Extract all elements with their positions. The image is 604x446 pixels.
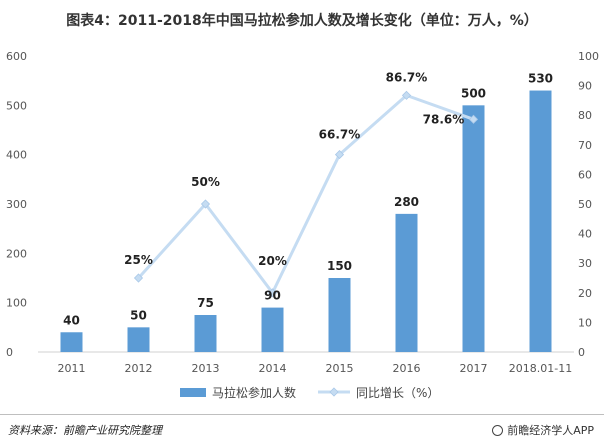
growth-value-label: 66.7% [319, 128, 361, 142]
right-tick-label: 30 [578, 257, 592, 270]
bar-value-label: 530 [528, 72, 553, 86]
bar [127, 327, 150, 352]
bars [60, 90, 552, 353]
legend-bar-label: 马拉松参加人数 [212, 385, 296, 400]
x-tick-label: 2015 [326, 362, 354, 375]
bar [395, 213, 418, 352]
x-tick-label: 2011 [58, 362, 86, 375]
bar-value-label: 40 [63, 313, 80, 327]
right-tick-label: 50 [578, 198, 592, 211]
x-tick-label: 2018.01-11 [509, 362, 572, 375]
right-tick-label: 90 [578, 80, 592, 93]
bar [60, 332, 83, 352]
source-note: 资料来源：前瞻产业研究院整理 [8, 424, 162, 437]
right-axis: 0 10 20 30 40 50 60 70 80 90 100 [578, 50, 599, 359]
growth-point [133, 273, 144, 283]
chart-title: 图表4：2011-2018年中国马拉松参加人数及增长变化（单位：万人，%） [66, 13, 538, 29]
credit: 前瞻经济学人APP [492, 422, 594, 438]
bar-value-label: 500 [461, 86, 486, 100]
copyright-icon [492, 424, 504, 436]
left-tick-label: 600 [6, 50, 27, 63]
growth-point [468, 114, 479, 124]
growth-line [133, 90, 479, 298]
left-tick-label: 300 [6, 198, 27, 211]
right-tick-label: 80 [578, 109, 592, 122]
bar-value-label: 90 [264, 289, 281, 303]
x-tick-label: 2012 [125, 362, 153, 375]
legend-bar-swatch [180, 388, 206, 397]
x-tick-label: 2016 [393, 362, 421, 375]
growth-point [200, 199, 211, 209]
bar [261, 307, 284, 352]
bar [529, 90, 552, 353]
right-tick-label: 70 [578, 139, 592, 152]
x-tick-label: 2013 [192, 362, 220, 375]
growth-value-label: 86.7% [386, 70, 428, 84]
bar-labels: 40 50 75 90 150 280 500 530 [63, 72, 553, 328]
growth-value-label: 20% [258, 254, 287, 268]
x-tick-label: 2017 [460, 362, 488, 375]
growth-point [267, 288, 278, 298]
bar-value-label: 75 [197, 296, 214, 310]
bar-value-label: 50 [130, 308, 147, 322]
left-tick-label: 400 [6, 149, 27, 162]
left-axis: 0 100 200 300 400 500 600 [6, 50, 27, 359]
growth-value-label: 78.6% [423, 112, 465, 126]
growth-line-path [137, 93, 475, 295]
bar [194, 315, 217, 352]
right-tick-label: 0 [578, 346, 585, 359]
x-axis: 2011 2012 2013 2014 2015 2016 2017 2018.01-11 [58, 362, 573, 375]
legend: 马拉松参加人数 同比增长（%） [180, 385, 439, 400]
growth-point [401, 90, 412, 100]
right-tick-label: 20 [578, 287, 592, 300]
legend-line-label: 同比增长（%） [356, 386, 439, 400]
right-tick-label: 10 [578, 316, 592, 329]
left-tick-label: 100 [6, 297, 27, 310]
right-tick-label: 100 [578, 50, 599, 63]
left-tick-label: 200 [6, 247, 27, 260]
bar-value-label: 280 [394, 195, 419, 209]
left-tick-label: 0 [6, 346, 13, 359]
footer-divider [0, 414, 604, 415]
right-tick-label: 40 [578, 228, 592, 241]
growth-value-label: 50% [191, 175, 220, 189]
x-tick-label: 2014 [259, 362, 287, 375]
right-tick-label: 60 [578, 168, 592, 181]
growth-value-label: 25% [124, 253, 153, 267]
bar-value-label: 150 [327, 259, 352, 273]
growth-point [334, 150, 345, 160]
legend-line-marker [329, 387, 339, 397]
credit-text: 前瞻经济学人APP [507, 424, 594, 437]
bar [462, 105, 485, 352]
left-tick-label: 500 [6, 99, 27, 112]
bar [328, 278, 351, 352]
rate-labels: 25% 50% 20% 66.7% 86.7% 78.6% [124, 70, 464, 267]
